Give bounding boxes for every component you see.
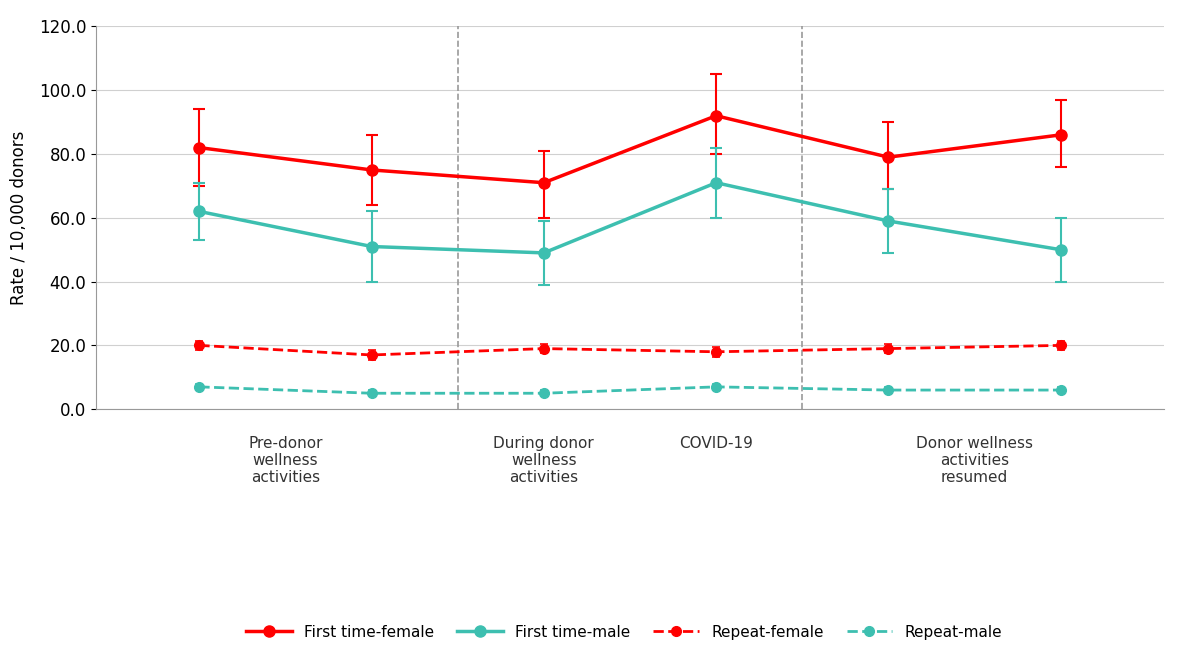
Text: Pre-donor
wellness
activities: Pre-donor wellness activities: [248, 436, 323, 485]
Text: COVID-19: COVID-19: [679, 436, 754, 451]
Y-axis label: Rate / 10,000 donors: Rate / 10,000 donors: [10, 131, 28, 305]
Text: Donor wellness
activities
resumed: Donor wellness activities resumed: [916, 436, 1033, 485]
Text: During donor
wellness
activities: During donor wellness activities: [493, 436, 594, 485]
Legend: First time-female, First time-male, Repeat-female, Repeat-male: First time-female, First time-male, Repe…: [240, 618, 1008, 645]
